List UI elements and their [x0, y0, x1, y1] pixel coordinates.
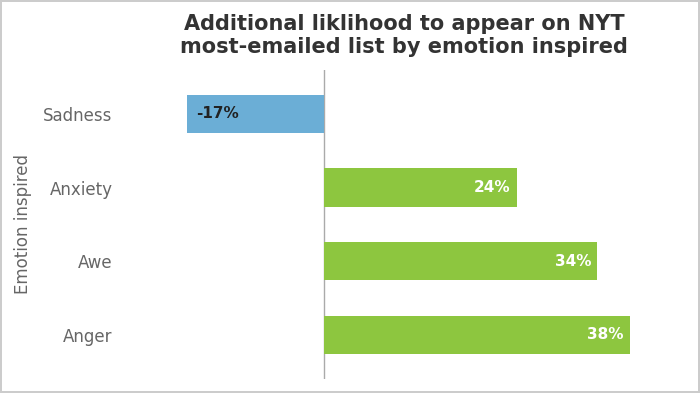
- Bar: [187, 95, 323, 133]
- Title: Additional liklihood to appear on NYT
most-emailed list by emotion inspired: Additional liklihood to appear on NYT mo…: [180, 14, 628, 57]
- Text: 34%: 34%: [554, 254, 591, 269]
- Text: 38%: 38%: [587, 327, 623, 342]
- Bar: [323, 242, 598, 281]
- Bar: [323, 169, 517, 207]
- Text: 24%: 24%: [474, 180, 510, 195]
- Text: -17%: -17%: [196, 107, 239, 121]
- Bar: [323, 316, 630, 354]
- Y-axis label: Emotion inspired: Emotion inspired: [14, 154, 32, 294]
